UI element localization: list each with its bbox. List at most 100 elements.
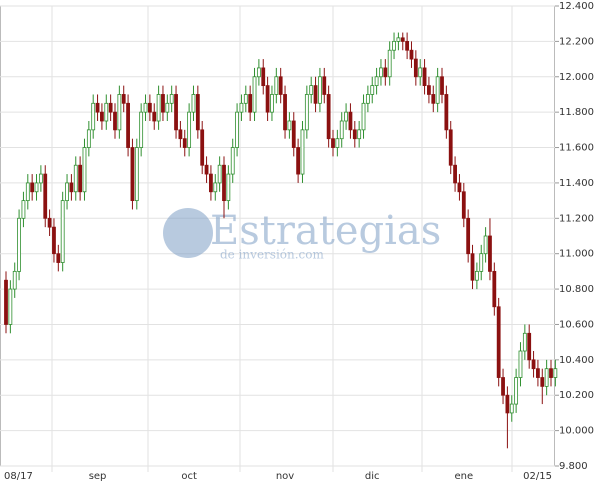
candle-body bbox=[492, 270, 497, 308]
candle-body bbox=[344, 111, 348, 122]
y-tick-label: 11.000 bbox=[559, 249, 594, 260]
candle-body bbox=[261, 67, 266, 87]
candle-body bbox=[427, 85, 431, 95]
candle-body bbox=[252, 76, 257, 113]
candle-body bbox=[191, 94, 196, 113]
candle-body bbox=[239, 102, 244, 113]
x-tick-label: 02/15 bbox=[523, 471, 552, 482]
candle-body bbox=[326, 94, 331, 140]
candle-body bbox=[126, 102, 130, 148]
y-tick-label: 11.600 bbox=[559, 143, 594, 154]
y-tick-label: 11.200 bbox=[559, 213, 594, 224]
y-tick-label: 10.600 bbox=[559, 319, 594, 330]
candle-body bbox=[518, 350, 523, 378]
x-tick-label: nov bbox=[276, 471, 294, 482]
candle-body bbox=[383, 67, 388, 78]
candle-body bbox=[47, 217, 52, 228]
candle-body bbox=[418, 67, 423, 78]
candle-body bbox=[117, 94, 122, 131]
candle-body bbox=[331, 138, 335, 148]
candle-body bbox=[222, 164, 226, 202]
candle-body bbox=[161, 94, 165, 113]
candle-body bbox=[235, 111, 239, 148]
candle-body bbox=[392, 40, 396, 51]
candle-body bbox=[483, 235, 488, 255]
candle-body bbox=[435, 76, 440, 104]
watermark-subtext: de inversión.com bbox=[220, 248, 324, 262]
candle-body bbox=[322, 76, 327, 95]
candle-body bbox=[287, 120, 292, 131]
candle-body bbox=[178, 129, 183, 140]
candle-body bbox=[4, 279, 8, 325]
candle-body bbox=[413, 58, 418, 78]
candle-body bbox=[121, 94, 126, 104]
candle-body bbox=[169, 94, 174, 104]
candle-body bbox=[104, 102, 109, 122]
candle-body bbox=[461, 191, 466, 219]
candle-body bbox=[318, 76, 322, 104]
candle-body bbox=[536, 368, 540, 378]
candle-body bbox=[400, 37, 405, 42]
x-grid bbox=[51, 6, 513, 472]
watermark: Estrategias de inversión.com bbox=[163, 208, 441, 262]
candle-body bbox=[256, 67, 261, 78]
watermark-text: Estrategias bbox=[210, 208, 441, 254]
candle-body bbox=[374, 76, 379, 87]
candle-body bbox=[108, 102, 113, 113]
x-tick-label: oct bbox=[181, 471, 197, 482]
candle-body bbox=[361, 102, 366, 131]
candle-body bbox=[139, 111, 144, 148]
candle-body bbox=[17, 217, 21, 272]
x-tick-label: 08/17 bbox=[4, 471, 33, 482]
candle-body bbox=[300, 129, 305, 175]
candle-body bbox=[91, 102, 96, 131]
candle-body bbox=[544, 368, 549, 387]
candle-body bbox=[488, 235, 492, 272]
candle-body bbox=[156, 94, 161, 122]
candle-body bbox=[43, 173, 48, 219]
candle-body bbox=[313, 85, 318, 104]
candle-body bbox=[217, 164, 222, 184]
y-tick-label: 11.400 bbox=[559, 178, 594, 189]
candle-body bbox=[34, 182, 39, 193]
candle-body bbox=[531, 359, 536, 370]
candle-body bbox=[174, 94, 178, 131]
candle-body bbox=[274, 76, 279, 95]
candle-body bbox=[82, 147, 87, 193]
candle-body bbox=[73, 164, 78, 193]
candle-body bbox=[304, 94, 309, 131]
candle-body bbox=[549, 368, 553, 378]
candle-body bbox=[270, 94, 274, 113]
candle-body bbox=[291, 120, 296, 148]
candle-body bbox=[352, 129, 357, 140]
y-tick-label: 10.000 bbox=[559, 426, 594, 437]
candle-body bbox=[243, 94, 248, 104]
candle-body bbox=[553, 368, 558, 378]
candle-body bbox=[522, 332, 527, 352]
candle-body bbox=[396, 37, 401, 42]
candle-body bbox=[278, 76, 283, 95]
y-tick-label: 10.200 bbox=[559, 390, 594, 401]
candle-body bbox=[60, 200, 65, 263]
candle-body bbox=[514, 377, 519, 405]
candle-body bbox=[453, 164, 457, 184]
candle-body bbox=[387, 49, 392, 78]
candle-body bbox=[365, 94, 370, 104]
candle-body bbox=[86, 129, 91, 148]
candle-body bbox=[8, 288, 13, 325]
candle-body bbox=[95, 102, 100, 113]
candle-body bbox=[143, 102, 148, 113]
candle-body bbox=[501, 377, 505, 396]
x-tick-label: sep bbox=[89, 471, 107, 482]
candle-body bbox=[470, 253, 475, 281]
candle-body bbox=[130, 147, 135, 202]
candle-body bbox=[165, 102, 170, 113]
candle-body bbox=[30, 182, 35, 193]
x-tick-label: dic bbox=[365, 471, 380, 482]
candle-body bbox=[204, 164, 209, 175]
candle-body bbox=[479, 253, 484, 272]
candle-body bbox=[505, 394, 510, 414]
candle-body bbox=[209, 173, 213, 193]
candle-body bbox=[496, 306, 501, 378]
